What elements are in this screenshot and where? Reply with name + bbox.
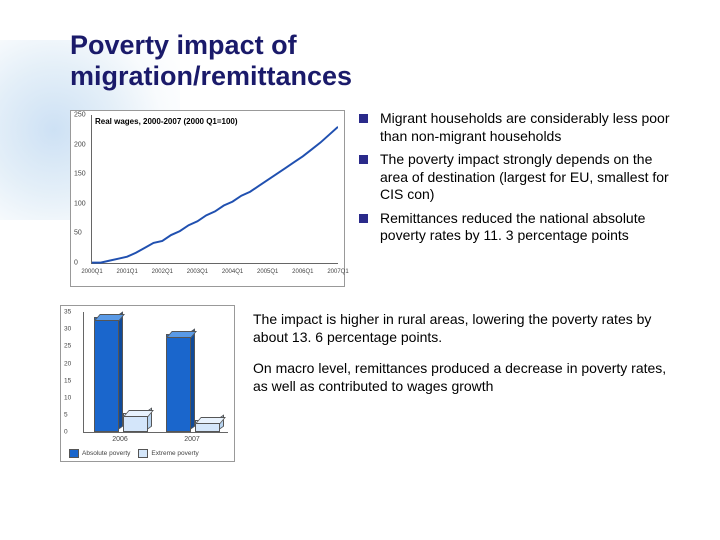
bar-chart-container: 0510152025303520062007 Absolute povertyE… <box>60 305 235 462</box>
line-chart-container: Real wages, 2000-2007 (2000 Q1=100) 0501… <box>70 110 345 287</box>
bar-chart-ytick: 0 <box>64 429 68 436</box>
legend-swatch <box>138 449 148 458</box>
bullet-item: Migrant households are considerably less… <box>359 110 670 145</box>
line-chart-xtick: 2004Q1 <box>222 269 243 275</box>
legend-label: Extreme poverty <box>151 450 198 457</box>
bar-chart-ytick: 30 <box>64 326 71 333</box>
legend-label: Absolute poverty <box>82 450 130 457</box>
line-chart-plot-area: 0501001502002502000Q12001Q12002Q12003Q12… <box>91 115 338 264</box>
legend-item: Absolute poverty <box>69 449 130 458</box>
line-chart: Real wages, 2000-2007 (2000 Q1=100) 0501… <box>70 110 345 287</box>
bullet-icon <box>359 114 368 123</box>
legend-swatch <box>69 449 79 458</box>
lower-content-row: 0510152025303520062007 Absolute poverty E… <box>70 305 670 462</box>
bullet-list: Migrant households are considerably less… <box>359 110 670 251</box>
title-line-2: migration/remittances <box>70 61 352 91</box>
bar-chart-ytick: 25 <box>64 343 71 350</box>
bullet-icon <box>359 214 368 223</box>
bar-chart-xtick: 2006 <box>112 436 128 443</box>
line-chart-ytick: 250 <box>74 112 86 119</box>
bullet-text: Remittances reduced the national absolut… <box>380 210 670 245</box>
bar-chart-ytick: 35 <box>64 309 71 316</box>
line-chart-xtick: 2000Q1 <box>81 269 102 275</box>
bar-chart-bar <box>94 319 117 432</box>
bar-chart-ytick: 15 <box>64 377 71 384</box>
bar-chart: 0510152025303520062007 Absolute povertyE… <box>60 305 235 462</box>
bar-chart-xtick: 2007 <box>184 436 200 443</box>
line-chart-xtick: 2006Q1 <box>292 269 313 275</box>
bar-chart-ytick: 5 <box>64 411 68 418</box>
bullet-item: The poverty impact strongly depends on t… <box>359 151 670 204</box>
upper-content-row: Real wages, 2000-2007 (2000 Q1=100) 0501… <box>70 110 670 287</box>
line-chart-ytick: 0 <box>74 260 78 267</box>
line-chart-xtick: 2005Q1 <box>257 269 278 275</box>
bar-chart-bar <box>123 415 146 432</box>
bullet-item: Remittances reduced the national absolut… <box>359 210 670 245</box>
slide-content: Poverty impact of migration/remittances … <box>0 0 720 540</box>
legend-item: Extreme poverty <box>138 449 198 458</box>
bar-chart-bar <box>195 422 218 432</box>
bar-chart-ytick: 10 <box>64 394 71 401</box>
bullet-text: The poverty impact strongly depends on t… <box>380 151 670 204</box>
line-chart-xtick: 2002Q1 <box>152 269 173 275</box>
line-chart-xtick: 2007Q1 <box>327 269 348 275</box>
line-chart-ytick: 100 <box>74 200 86 207</box>
bar-chart-bar <box>166 336 189 432</box>
line-chart-xtick: 2003Q1 <box>187 269 208 275</box>
bar-chart-ytick: 20 <box>64 360 71 367</box>
line-chart-ytick: 200 <box>74 141 86 148</box>
line-chart-xtick: 2001Q1 <box>116 269 137 275</box>
body-paragraph: On macro level, remittances produced a d… <box>253 360 670 395</box>
bar-chart-legend: Absolute poverty Extreme poverty <box>69 449 230 458</box>
slide-title: Poverty impact of migration/remittances <box>70 30 670 92</box>
bullet-icon <box>359 155 368 164</box>
bullet-text: Migrant households are considerably less… <box>380 110 670 145</box>
title-line-1: Poverty impact of <box>70 30 297 60</box>
bar-chart-plot-area: 0510152025303520062007 <box>83 312 228 433</box>
line-chart-ytick: 50 <box>74 230 82 237</box>
line-chart-ytick: 150 <box>74 171 86 178</box>
